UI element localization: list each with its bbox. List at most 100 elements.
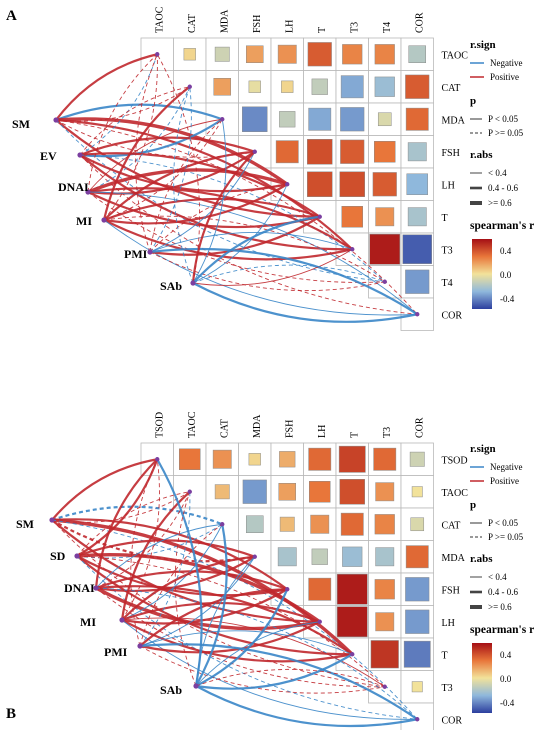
heatmap-cell xyxy=(245,515,264,534)
link-line xyxy=(195,685,418,728)
link-line xyxy=(195,588,289,687)
link-line xyxy=(149,118,223,253)
row-label: T4 xyxy=(442,278,453,289)
legend-positive-label: Positive xyxy=(490,476,519,486)
legend-title-sign: r.sign xyxy=(470,443,496,455)
heatmap-cell xyxy=(277,547,297,567)
node-dot xyxy=(77,152,83,158)
link-line xyxy=(192,264,385,284)
column-label: TSOD xyxy=(154,412,165,438)
link-line xyxy=(149,247,418,316)
link-line xyxy=(103,54,158,221)
link-line xyxy=(130,459,158,647)
node-dot xyxy=(74,553,80,559)
node-dot xyxy=(193,683,199,689)
heatmap-cell xyxy=(281,80,294,93)
column-label: T xyxy=(317,27,328,33)
link-line xyxy=(139,630,353,655)
link-line xyxy=(87,118,223,193)
node-dot xyxy=(137,643,143,649)
node-label: DNAI xyxy=(58,180,89,194)
link-line xyxy=(87,168,288,194)
legend-title-abs: r.abs xyxy=(470,553,493,565)
link-line xyxy=(174,491,197,687)
link-line xyxy=(76,555,418,720)
link-line xyxy=(51,518,354,656)
link-line xyxy=(149,183,288,253)
legend-p-low: P < 0.05 xyxy=(488,518,518,528)
link-line xyxy=(102,85,191,221)
heatmap-cell xyxy=(405,269,430,294)
heatmap-cell xyxy=(375,612,395,632)
legend-title-p: p xyxy=(470,95,476,107)
row-label: LH xyxy=(442,618,455,629)
heatmap-cell xyxy=(370,640,399,669)
link-line xyxy=(51,505,223,526)
column-label: LH xyxy=(284,20,295,33)
link-line xyxy=(87,86,191,193)
heatmap-cell xyxy=(308,107,332,131)
heatmap-cell xyxy=(214,46,230,62)
legend-abs-label: >= 0.6 xyxy=(488,198,512,208)
heatmap-cell xyxy=(375,482,395,502)
link-endpoint xyxy=(220,117,225,122)
legend-scale-bar xyxy=(472,239,492,309)
link-endpoint xyxy=(350,652,355,657)
link-line xyxy=(51,458,158,521)
heatmap-cell xyxy=(409,451,425,467)
heatmap-cell xyxy=(375,547,395,567)
heatmap-cell xyxy=(278,482,297,501)
link-line xyxy=(195,653,353,690)
row-label: T3 xyxy=(442,245,453,256)
heatmap-cell xyxy=(248,80,261,93)
legend-abs-label: 0.4 - 0.6 xyxy=(488,587,518,597)
column-label: T3 xyxy=(349,22,360,33)
column-label: T3 xyxy=(382,427,393,438)
link-endpoint xyxy=(252,554,257,559)
row-label: CAT xyxy=(442,83,461,94)
heatmap-cell xyxy=(405,577,430,602)
column-label: CAT xyxy=(219,419,230,438)
node-dot xyxy=(119,617,125,623)
link-line xyxy=(94,458,159,589)
link-line xyxy=(121,459,160,621)
node-dot xyxy=(85,189,91,195)
heatmap-cell xyxy=(411,681,423,693)
heatmap-cell xyxy=(402,234,432,264)
link-line xyxy=(191,150,256,284)
heatmap-cell xyxy=(403,640,431,668)
link-line xyxy=(121,524,223,621)
heatmap-cell xyxy=(310,514,330,534)
heatmap-cell xyxy=(307,42,332,67)
heatmap-cell xyxy=(213,77,232,96)
heatmap-cell xyxy=(340,512,364,536)
row-label: TAOC xyxy=(442,488,469,499)
link-line xyxy=(87,150,256,195)
link-line xyxy=(79,154,386,283)
link-line xyxy=(103,219,353,261)
node-label: SM xyxy=(16,517,34,531)
legend-p-high: P >= 0.05 xyxy=(488,128,524,138)
legend-negative-label: Negative xyxy=(490,58,522,68)
heatmap-cell xyxy=(307,171,333,197)
heatmap-cell xyxy=(339,171,365,197)
legend-scale-tick: 0.4 xyxy=(500,650,512,660)
node-label: DNAI xyxy=(64,581,95,595)
heatmap-cell xyxy=(342,546,363,567)
link-endpoint xyxy=(382,684,387,689)
heatmap-cell xyxy=(311,78,328,95)
link-line xyxy=(139,645,385,694)
link-endpoint xyxy=(350,247,355,252)
heatmap-cell xyxy=(308,447,332,471)
heatmap-cell xyxy=(375,207,395,227)
link-line xyxy=(173,86,194,284)
link-line xyxy=(103,197,321,222)
node-label: PMI xyxy=(124,247,148,261)
heatmap-cell xyxy=(374,579,395,600)
link-endpoint xyxy=(317,214,322,219)
link-endpoint xyxy=(155,457,160,462)
node-label: PMI xyxy=(104,645,128,659)
link-line xyxy=(87,53,158,193)
heatmap-cell xyxy=(341,206,363,228)
